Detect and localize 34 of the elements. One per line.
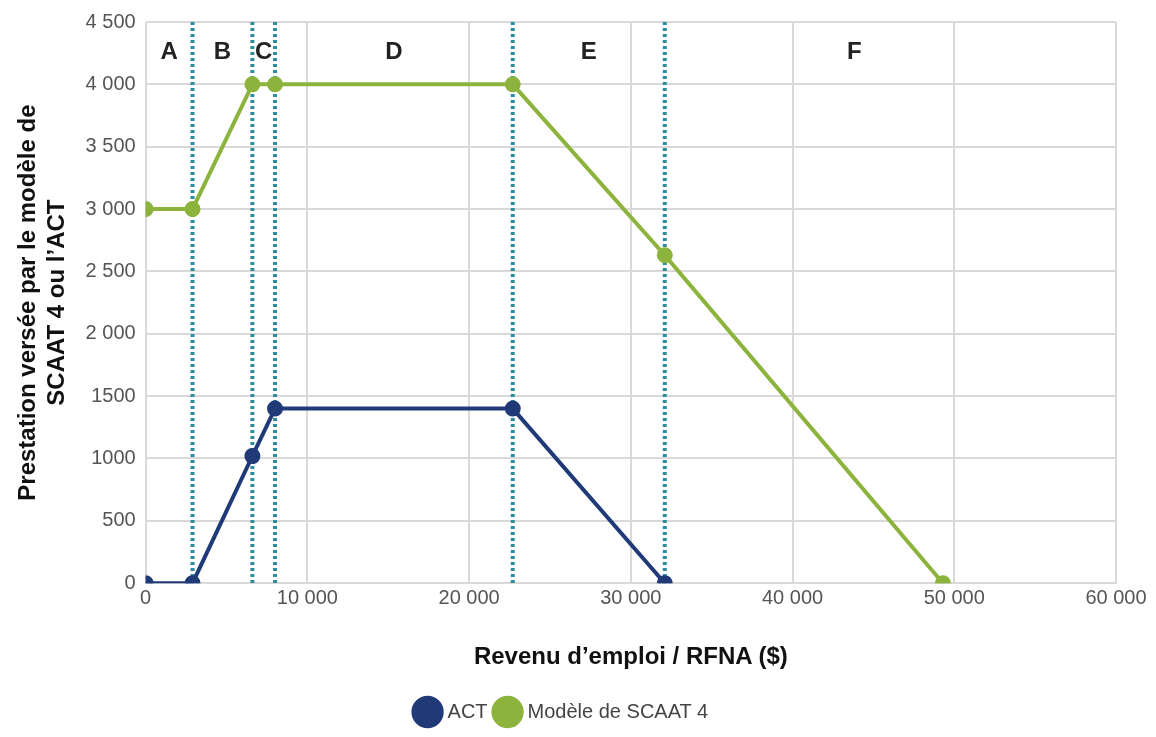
x-tick-label: 10 000	[276, 585, 338, 608]
legend-label: Modèle de SCAAT 4	[527, 699, 709, 722]
point	[656, 247, 673, 264]
y-tick-label: 4 000	[85, 71, 136, 94]
annotation: F	[846, 36, 862, 64]
y-tick-label: 500	[102, 508, 136, 531]
annotation: E	[580, 36, 597, 64]
legend-label: ACT	[447, 699, 488, 722]
y-tick-label: 1500	[91, 383, 136, 406]
point	[504, 76, 521, 93]
x-tick-label: 20 000	[438, 585, 500, 608]
point	[184, 201, 201, 218]
y-tick-label: 2 000	[85, 321, 136, 344]
x-tick-label: 30 000	[600, 585, 662, 608]
y-tick-label: 2 500	[85, 258, 136, 281]
y-tick-label: 0	[124, 570, 136, 593]
point	[504, 400, 521, 417]
point	[267, 76, 284, 93]
point	[244, 76, 261, 93]
x-tick-label: 0	[140, 585, 152, 608]
annotation: D	[385, 36, 403, 64]
y-tick-label: 1000	[91, 446, 136, 468]
y-axis-title: Prestation versée par le modèle de SCAAT 4 ou l’ACT	[13, 104, 69, 501]
y-tick-label: 4 500	[85, 9, 136, 32]
annotation: B	[213, 36, 232, 64]
x-tick-label: 60 000	[1085, 585, 1147, 608]
x-tick-label: 40 000	[761, 585, 824, 608]
annotation: A	[160, 36, 178, 64]
point	[267, 400, 284, 417]
x-tick-label: 50 000	[923, 585, 985, 608]
y-tick-label: 3 000	[85, 196, 136, 219]
y-tick-label: 3 500	[85, 134, 136, 157]
x-axis-title: Revenu d’emploi / RFNA ($)	[473, 642, 788, 670]
annotation: C	[255, 36, 273, 64]
